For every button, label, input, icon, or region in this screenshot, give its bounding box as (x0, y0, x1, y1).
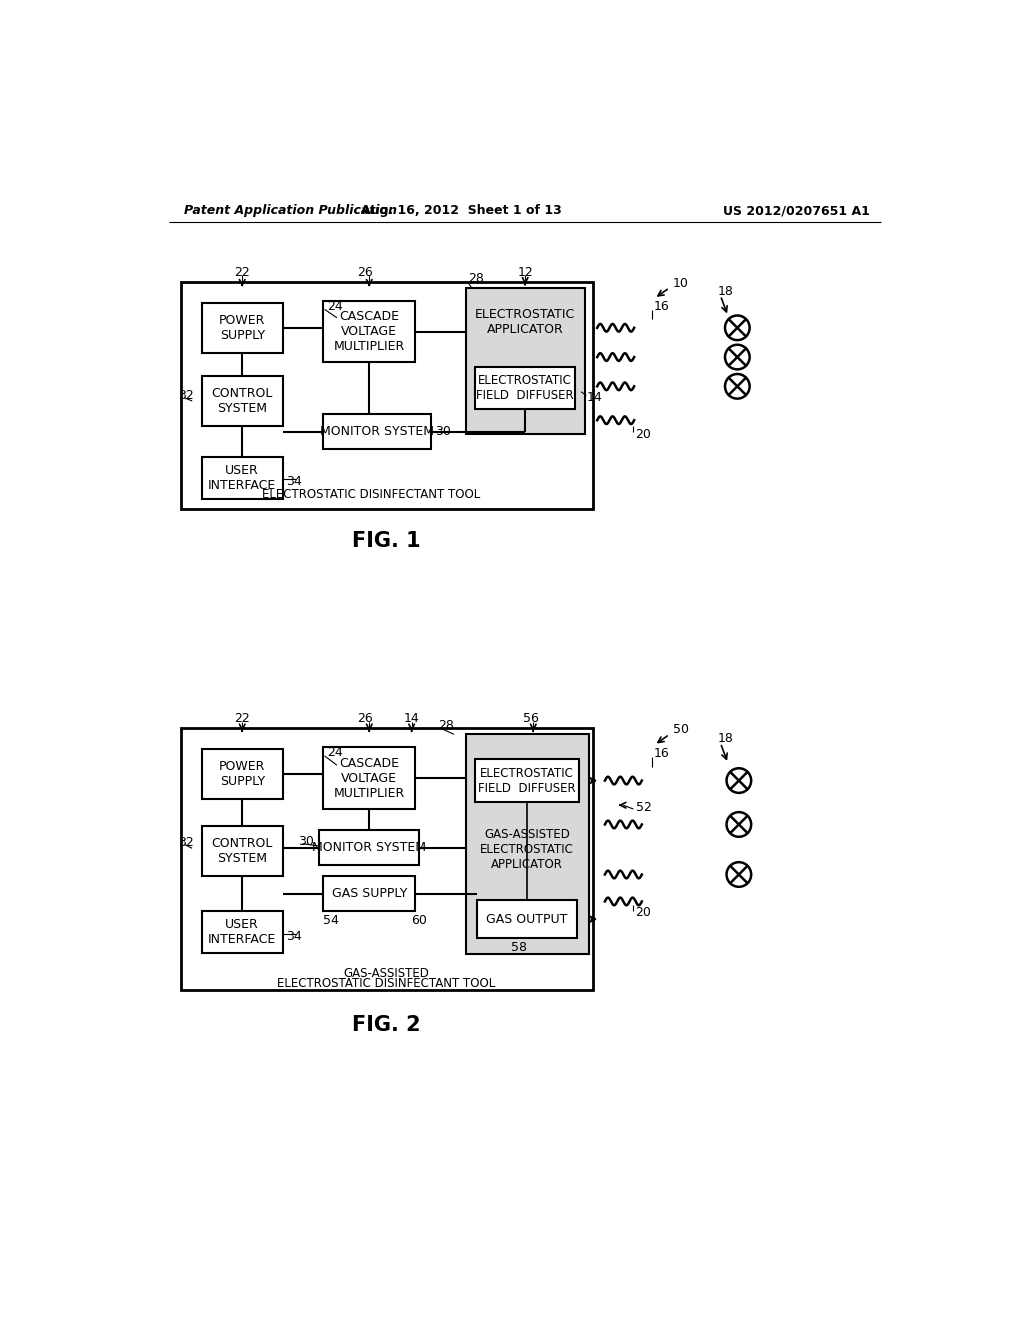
Text: 32: 32 (178, 836, 195, 849)
Bar (466, 288, 585, 434)
Text: 16: 16 (654, 747, 670, 760)
Text: 26: 26 (357, 265, 374, 279)
Text: ELECTROSTATIC DISINFECTANT TOOL: ELECTROSTATIC DISINFECTANT TOOL (278, 977, 496, 990)
Text: 28: 28 (468, 272, 483, 285)
Text: 56: 56 (523, 713, 539, 726)
Text: 30: 30 (298, 834, 313, 847)
Text: ELECTROSTATIC DISINFECTANT TOOL: ELECTROSTATIC DISINFECTANT TOOL (262, 488, 480, 502)
Text: ELECTROSTATIC
APPLICATOR: ELECTROSTATIC APPLICATOR (475, 309, 575, 337)
Text: CONTROL
SYSTEM: CONTROL SYSTEM (212, 837, 273, 866)
Text: 60: 60 (412, 913, 427, 927)
Text: USER
INTERFACE: USER INTERFACE (208, 463, 276, 492)
Text: 26: 26 (357, 713, 374, 726)
Text: 18: 18 (717, 285, 733, 298)
Text: 24: 24 (327, 300, 343, 313)
Text: 28: 28 (438, 718, 455, 731)
Bar (202, 376, 283, 426)
Text: CONTROL
SYSTEM: CONTROL SYSTEM (212, 387, 273, 414)
Text: Patent Application Publication: Patent Application Publication (184, 205, 397, 218)
Text: CASCADE
VOLTAGE
MULTIPLIER: CASCADE VOLTAGE MULTIPLIER (334, 756, 404, 800)
Text: GAS-ASSISTED: GAS-ASSISTED (344, 966, 429, 979)
Text: FIG. 1: FIG. 1 (352, 531, 421, 550)
Text: 20: 20 (635, 428, 651, 441)
Text: ELECTROSTATIC
FIELD  DIFFUSER: ELECTROSTATIC FIELD DIFFUSER (476, 374, 574, 401)
Text: 34: 34 (287, 475, 302, 488)
Text: 20: 20 (635, 907, 651, 920)
Text: 10: 10 (673, 277, 688, 289)
Bar (323, 414, 431, 449)
Text: USER
INTERFACE: USER INTERFACE (208, 919, 276, 946)
Text: 24: 24 (327, 746, 343, 759)
Text: 58: 58 (511, 941, 527, 954)
Bar (180, 281, 593, 508)
Text: CASCADE
VOLTAGE
MULTIPLIER: CASCADE VOLTAGE MULTIPLIER (334, 310, 404, 354)
Text: US 2012/0207651 A1: US 2012/0207651 A1 (723, 205, 869, 218)
Bar (323, 747, 416, 809)
Text: POWER
SUPPLY: POWER SUPPLY (219, 760, 265, 788)
Text: FIG. 2: FIG. 2 (352, 1015, 421, 1035)
Bar (202, 302, 283, 352)
Text: 14: 14 (587, 391, 603, 404)
Bar (202, 911, 283, 953)
Text: 16: 16 (654, 300, 670, 313)
Text: 30: 30 (435, 425, 451, 438)
Text: 22: 22 (234, 713, 250, 726)
Bar (319, 830, 419, 865)
Text: MONITOR SYSTEM: MONITOR SYSTEM (312, 841, 426, 854)
Text: 18: 18 (717, 733, 733, 746)
Text: ELECTROSTATIC
FIELD  DIFFUSER: ELECTROSTATIC FIELD DIFFUSER (478, 767, 575, 795)
Text: MONITOR SYSTEM: MONITOR SYSTEM (319, 425, 434, 438)
Text: 54: 54 (323, 913, 339, 927)
Text: GAS OUTPUT: GAS OUTPUT (486, 912, 567, 925)
Text: 52: 52 (636, 801, 651, 814)
Text: 50: 50 (673, 723, 689, 737)
Bar (323, 301, 416, 363)
Bar (202, 457, 283, 499)
Text: 12: 12 (517, 265, 534, 279)
Bar (475, 367, 575, 409)
Bar (180, 729, 593, 990)
Text: POWER
SUPPLY: POWER SUPPLY (219, 314, 265, 342)
Bar (323, 876, 416, 911)
Bar (477, 900, 578, 939)
Bar (466, 734, 589, 954)
Text: 34: 34 (287, 929, 302, 942)
Text: GAS SUPPLY: GAS SUPPLY (332, 887, 407, 900)
Text: 32: 32 (178, 389, 195, 403)
Text: Aug. 16, 2012  Sheet 1 of 13: Aug. 16, 2012 Sheet 1 of 13 (361, 205, 562, 218)
Bar (475, 759, 580, 801)
Text: GAS-ASSISTED
ELECTROSTATIC
APPLICATOR: GAS-ASSISTED ELECTROSTATIC APPLICATOR (480, 829, 574, 871)
Bar (202, 826, 283, 876)
Text: 22: 22 (234, 265, 250, 279)
Bar (202, 750, 283, 800)
Text: 14: 14 (403, 713, 420, 726)
